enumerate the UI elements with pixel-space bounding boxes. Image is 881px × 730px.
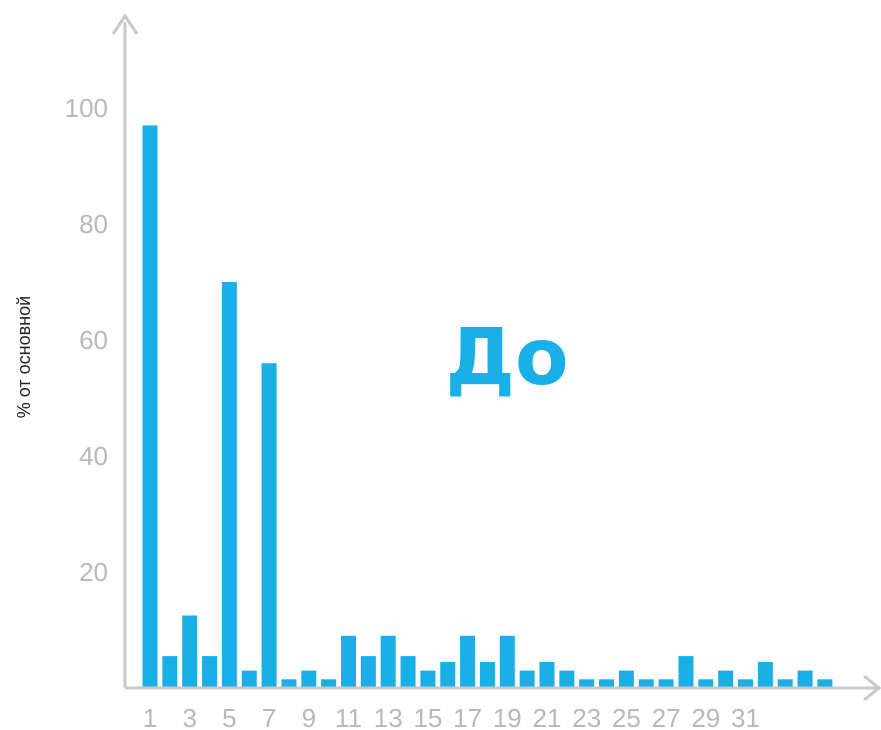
bar-4 [202,656,218,688]
x-tick-label-29: 29 [691,703,720,730]
bar-14 [400,656,416,688]
bars-group [142,125,833,688]
x-tick-label-21: 21 [533,703,562,730]
x-tick-label-15: 15 [413,703,442,730]
bar-27 [658,679,674,688]
bar-24 [599,679,615,688]
x-tick-label-3: 3 [182,703,196,730]
y-tick-label-60: 60 [79,325,108,355]
y-axis-arrow [111,13,139,35]
bar-12 [360,656,376,688]
bar-2 [162,656,178,688]
bar-10 [321,679,337,688]
bar-9 [301,670,317,688]
bar-26 [638,679,654,688]
y-tick-label-40: 40 [79,441,108,471]
bar-18 [479,661,495,688]
bar-33 [777,679,793,688]
bar-17 [460,635,476,688]
bar-16 [440,661,456,688]
bar-34 [797,670,813,688]
y-tick-label-100: 100 [65,93,108,123]
bar-32 [757,661,773,688]
bar-22 [559,670,575,688]
bar-6 [241,670,257,688]
bar-35 [817,679,833,688]
y-tick-label-20: 20 [79,557,108,587]
x-tick-labels: 1 3 5 7 9 11 13 15 17 19 21 23 25 27 29 31 [143,703,760,730]
bar-5 [221,282,237,688]
y-axis-label: % от основной [14,296,34,418]
x-tick-label-27: 27 [652,703,681,730]
chart-annotation: До [445,313,568,403]
bar-19 [499,635,515,688]
bar-28 [678,656,694,688]
x-tick-label-1: 1 [143,703,157,730]
y-tick-labels: 20 40 60 80 100 [65,93,108,587]
y-tick-label-80: 80 [79,209,108,239]
bar-29 [698,679,714,688]
bar-31 [738,679,753,688]
bar-25 [618,670,634,688]
bar-11 [341,635,356,688]
x-tick-label-13: 13 [374,703,403,730]
x-axis-arrow [863,674,881,702]
x-tick-label-25: 25 [612,703,641,730]
x-tick-label-31: 31 [731,703,760,730]
x-tick-label-9: 9 [302,703,316,730]
bar-13 [380,635,396,688]
bar-20 [519,670,535,688]
bar-1 [142,125,158,688]
bar-21 [539,661,555,688]
bar-23 [579,679,595,688]
bar-30 [718,670,734,688]
bar-3 [182,615,198,688]
axes-group [111,13,881,702]
x-tick-label-11: 11 [335,703,362,730]
x-tick-label-5: 5 [222,703,236,730]
bar-15 [420,670,436,688]
x-tick-label-23: 23 [572,703,601,730]
x-tick-label-7: 7 [262,703,276,730]
bar-8 [281,679,297,688]
bar-7 [261,363,277,688]
x-tick-label-19: 19 [493,703,522,730]
x-tick-label-17: 17 [453,703,482,730]
